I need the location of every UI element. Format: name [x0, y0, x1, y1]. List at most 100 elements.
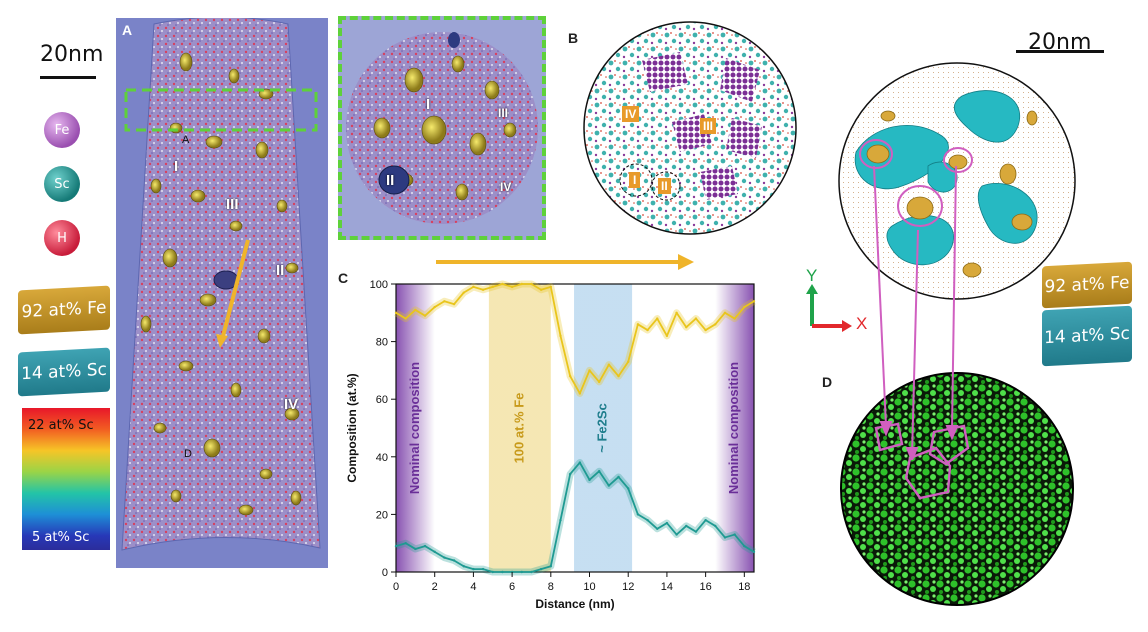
series-1-point-10 — [491, 570, 494, 574]
y-tick-label-0: 0 — [382, 567, 388, 579]
series-0-point-12 — [510, 285, 514, 289]
series-0-point-0 — [394, 311, 398, 314]
series-0-point-33 — [714, 323, 717, 326]
series-0-point-5 — [443, 300, 446, 303]
panel-a-reconstruction — [121, 18, 321, 551]
series-1-point-32 — [704, 518, 707, 522]
series-0-point-36 — [743, 305, 746, 309]
panel-d-iso-sc-label: 14 at% Sc — [1044, 323, 1130, 349]
x-tick-label-2: 4 — [470, 581, 476, 593]
inset-region-iii: III — [498, 106, 509, 120]
panel-a-label: A — [122, 22, 133, 38]
x-tick-label-1: 2 — [432, 581, 438, 593]
axis-x-label: X — [856, 314, 868, 333]
panel-b-region-iv: IV — [622, 106, 640, 122]
series-1-point-5 — [443, 556, 446, 559]
composition-chart: 0 2 4 6 8 10 12 14 16 18 0 20 40 60 80 100 Nominal comp… — [345, 279, 756, 611]
panel-d-label: D — [822, 374, 833, 390]
y-tick-label-2: 40 — [376, 452, 388, 464]
series-0-point-28 — [665, 334, 669, 338]
y-axis-label: Composition (at.%) — [345, 373, 359, 482]
series-0-point-20 — [588, 369, 591, 372]
panel-d-microscopy — [840, 372, 1074, 606]
band-2 — [574, 284, 633, 572]
series-0-point-8 — [472, 285, 475, 289]
x-tick-label-4: 8 — [548, 581, 554, 593]
series-0-point-2 — [414, 308, 417, 312]
series-1-point-37 — [752, 550, 756, 554]
panel-d-connectors — [873, 165, 959, 460]
panel-d-iso-fe-ribbon: 92 at% Fe — [1042, 261, 1132, 309]
sc-atom-label: Sc — [54, 176, 70, 192]
y-tick-label-4: 80 — [376, 337, 388, 349]
series-1-point-26 — [646, 518, 649, 522]
band-1 — [488, 284, 551, 572]
fe-atom-label: Fe — [54, 122, 70, 138]
panel-b-region-i: I — [629, 172, 641, 188]
panel-a-region-ii: II — [276, 262, 285, 279]
series-1-point-30 — [685, 524, 688, 528]
series-0-point-6 — [452, 302, 456, 306]
inset-region-iv: IV — [500, 180, 512, 194]
iso-sc-label: 14 at% Sc — [21, 359, 107, 385]
series-0-point-15 — [539, 288, 543, 291]
series-1-point-17 — [559, 518, 562, 522]
series-0-point-30 — [685, 326, 688, 329]
series-0-point-9 — [481, 288, 485, 291]
band-3 — [715, 284, 754, 572]
series-0-point-21 — [597, 380, 601, 384]
panel-a-region-i: I — [174, 158, 179, 175]
series-0-point-22 — [607, 363, 611, 366]
panel-a-marker-d: D — [184, 448, 192, 460]
axis-triad — [806, 284, 852, 332]
series-1-line — [395, 461, 755, 573]
series-0-point-1 — [404, 317, 407, 320]
x-tick-label-3: 6 — [509, 581, 515, 593]
series-1-point-24 — [627, 487, 630, 490]
plot-frame — [395, 283, 755, 573]
panel-d-iso-sc-ribbon: 14 at% Sc — [1042, 305, 1132, 367]
series-1-point-6 — [452, 559, 456, 562]
series-0-point-32 — [704, 328, 707, 332]
panel-b-region-iii: III — [700, 118, 717, 134]
series-1-point-25 — [636, 513, 640, 516]
panel-d-iso-fe-label: 92 at% Fe — [1044, 272, 1130, 298]
series-0-point-17 — [559, 334, 562, 338]
series-1-point-19 — [578, 461, 582, 464]
series-1-point-12 — [510, 570, 514, 574]
series-1-point-18 — [568, 472, 572, 476]
series-1-point-15 — [539, 567, 543, 571]
series-1-point-2 — [414, 547, 417, 551]
series-1-point-34 — [723, 536, 727, 539]
band-0 — [396, 284, 435, 572]
inset-region-ii: II — [386, 172, 395, 189]
atom-legend: Fe Sc H — [44, 112, 80, 256]
series-0-point-14 — [530, 282, 533, 286]
panel-a-region-iii: III — [226, 196, 239, 213]
x-tick-label-7: 14 — [661, 581, 673, 593]
series-1-point-0 — [394, 544, 398, 548]
series-0-point-7 — [462, 291, 465, 294]
y-tick-label-5: 100 — [370, 279, 388, 291]
series-0-point-4 — [433, 305, 436, 309]
series-0-point-11 — [501, 282, 504, 286]
colorbar-max-label: 22 at% Sc — [28, 418, 94, 433]
series-0-point-29 — [675, 311, 678, 314]
x-tick-label-8: 16 — [699, 581, 711, 593]
panel-a-region-iv: IV — [284, 396, 299, 413]
h-atom-icon: H — [44, 220, 80, 256]
series-1-point-11 — [501, 570, 504, 574]
series-1-point-1 — [404, 542, 407, 545]
series-1-point-16 — [549, 565, 553, 568]
x-tick-label-9: 18 — [738, 581, 750, 593]
series-1-point-22 — [607, 484, 611, 487]
series-1-point-28 — [665, 521, 669, 525]
series-0-point-25 — [636, 323, 640, 326]
x-axis-arrow-head — [842, 320, 852, 332]
axis-y-label: Y — [806, 266, 818, 285]
series-0-point-13 — [520, 282, 523, 286]
series-0-point-34 — [723, 311, 727, 314]
x-tick-label-0: 0 — [393, 581, 399, 593]
y-tick-label-3: 60 — [376, 394, 388, 406]
panel-d-isosurface — [838, 62, 1076, 300]
